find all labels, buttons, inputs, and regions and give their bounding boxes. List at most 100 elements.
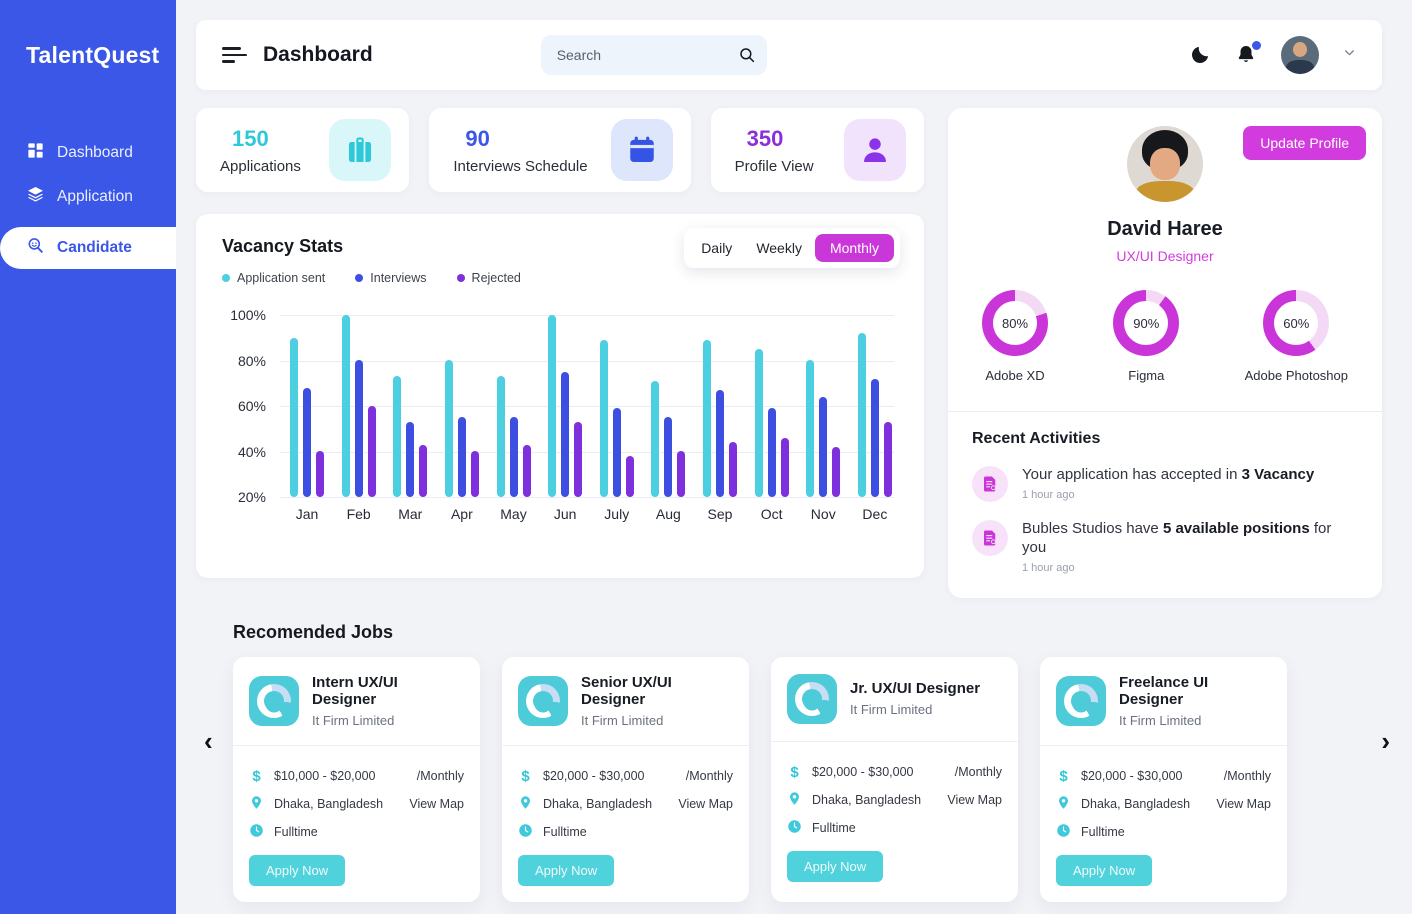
view-map-link[interactable]: View Map	[947, 792, 1002, 807]
carousel-prev-arrow[interactable]: ‹	[204, 725, 213, 756]
bar-rejected	[316, 451, 324, 497]
stat-label: Profile View	[734, 157, 814, 175]
chart-gridlines	[280, 315, 894, 498]
view-map-link[interactable]: View Map	[678, 796, 733, 811]
company-logo-icon	[249, 675, 299, 726]
x-axis-label: Aug	[655, 506, 681, 522]
search-input[interactable]	[556, 47, 738, 63]
job-type: Fulltime	[274, 824, 318, 839]
sidebar-item-dashboard[interactable]: Dashboard	[0, 131, 176, 175]
sidebar: TalentQuest Dashboard Application Candid…	[0, 0, 176, 914]
bar-rejected	[419, 445, 428, 497]
bar-application-sent	[857, 333, 866, 497]
skill-adobe-photoshop: 60% Adobe Photoshop	[1245, 290, 1348, 383]
bar-rejected	[883, 422, 892, 497]
month-group: Feb	[341, 315, 376, 522]
bar-interviews	[509, 417, 518, 497]
bar-interviews	[716, 390, 724, 497]
stat-value: 150	[232, 125, 269, 151]
dollar-icon: $	[790, 763, 799, 781]
job-salary: $10,000 - $20,000	[274, 769, 376, 783]
job-title: Senior UX/UI Designer	[581, 673, 672, 708]
month-group: Apr	[444, 315, 479, 522]
profile-role: UX/UI Designer	[1116, 248, 1214, 264]
menu-toggle-icon[interactable]	[222, 47, 247, 63]
y-axis-tick: 60%	[237, 398, 266, 414]
toggle-weekly[interactable]: Weekly	[756, 240, 802, 256]
recommended-jobs-title: Recomended Jobs	[233, 621, 394, 642]
view-map-link[interactable]: View Map	[409, 796, 464, 811]
grid-icon	[26, 141, 45, 165]
chevron-down-icon[interactable]	[1343, 46, 1356, 64]
user-icon	[844, 119, 906, 181]
stat-value: 350	[746, 125, 784, 151]
gridline	[280, 497, 894, 498]
stat-label: Interviews Schedule	[453, 157, 588, 175]
jobs-row: Intern UX/UI Designer It Firm Limited $ …	[233, 656, 1382, 902]
activity-item[interactable]: Bubles Studios have 5 available position…	[972, 520, 1358, 574]
job-salary: $20,000 - $30,000	[1081, 769, 1183, 783]
dollar-icon: $	[521, 767, 530, 785]
document-user-icon	[972, 520, 1008, 556]
vacancy-stats-card: Vacancy Stats Daily Weekly Monthly Appli…	[196, 214, 924, 578]
divider	[233, 744, 480, 746]
gridline	[280, 451, 894, 453]
bar-interviews	[612, 408, 621, 497]
donut-chart: 80%	[982, 290, 1048, 356]
month-group: Sep	[703, 315, 737, 522]
x-axis-label: Oct	[760, 506, 783, 522]
toggle-monthly[interactable]: Monthly	[814, 234, 894, 262]
bar-chart: Jan Feb Mar Apr May Jun July Aug Sep Oct Nov Dec 10…	[222, 307, 898, 522]
job-title: Freelance UI Designer	[1119, 673, 1209, 708]
x-axis-label: Nov	[810, 506, 836, 522]
bar-rejected	[574, 422, 583, 497]
bar-application-sent	[341, 315, 350, 497]
profile-name: David Haree	[1107, 218, 1223, 240]
job-location: Dhaka, Bangladesh	[812, 792, 922, 807]
bar-rejected	[832, 447, 841, 497]
activity-time: 1 hour ago	[1022, 561, 1075, 574]
period-toggle: Daily Weekly Monthly	[684, 228, 900, 268]
gridline	[280, 315, 894, 316]
bar-rejected	[367, 406, 376, 497]
job-card: Freelance UI Designer It Firm Limited $ …	[1040, 656, 1287, 902]
job-type: Fulltime	[543, 824, 587, 839]
app-logo: TalentQuest	[26, 42, 160, 68]
apply-now-button[interactable]: Apply Now	[249, 854, 346, 886]
main-area: Dashboard 150 Applications	[176, 0, 1412, 914]
apply-now-button[interactable]: Apply Now	[787, 850, 884, 882]
company-logo-icon	[1056, 675, 1106, 726]
apply-now-button[interactable]: Apply Now	[518, 854, 615, 886]
view-map-link[interactable]: View Map	[1216, 796, 1271, 811]
dollar-icon: $	[1059, 767, 1068, 785]
bar-application-sent	[444, 360, 453, 497]
update-profile-button[interactable]: Update Profile	[1243, 126, 1366, 160]
user-avatar[interactable]	[1281, 36, 1319, 74]
search-box	[540, 35, 767, 75]
sidebar-item-candidate[interactable]: Candidate	[0, 227, 176, 269]
job-location: Dhaka, Bangladesh	[1081, 796, 1191, 811]
job-card: Jr. UX/UI Designer It Firm Limited $ $20…	[771, 656, 1018, 902]
bar-interviews	[354, 360, 363, 497]
stat-card-interviews: 90 Interviews Schedule	[429, 108, 691, 192]
search-icon[interactable]	[738, 46, 756, 64]
job-salary: $20,000 - $30,000	[812, 765, 914, 779]
x-axis-label: Jan	[295, 506, 319, 522]
apply-now-button[interactable]: Apply Now	[1056, 854, 1153, 886]
stat-label: Applications	[220, 157, 301, 175]
recent-activities-title: Recent Activities	[972, 430, 1101, 447]
job-company: It Firm Limited	[850, 702, 933, 717]
job-location: Dhaka, Bangladesh	[543, 796, 653, 811]
sidebar-item-label: Application	[57, 188, 133, 205]
carousel-next-arrow[interactable]: ›	[1381, 725, 1390, 756]
sidebar-item-application[interactable]: Application	[0, 175, 176, 219]
x-axis-label: Dec	[862, 506, 888, 522]
dark-mode-moon-icon[interactable]	[1189, 44, 1211, 66]
bar-application-sent	[754, 349, 763, 497]
activity-time: 1 hour ago	[1022, 488, 1075, 501]
activity-item[interactable]: Your application has accepted in 3 Vacan…	[972, 466, 1358, 502]
notifications-bell-icon[interactable]	[1235, 40, 1262, 66]
toggle-daily[interactable]: Daily	[701, 240, 733, 256]
month-group: Mar	[393, 315, 428, 522]
stat-value: 90	[465, 125, 490, 151]
